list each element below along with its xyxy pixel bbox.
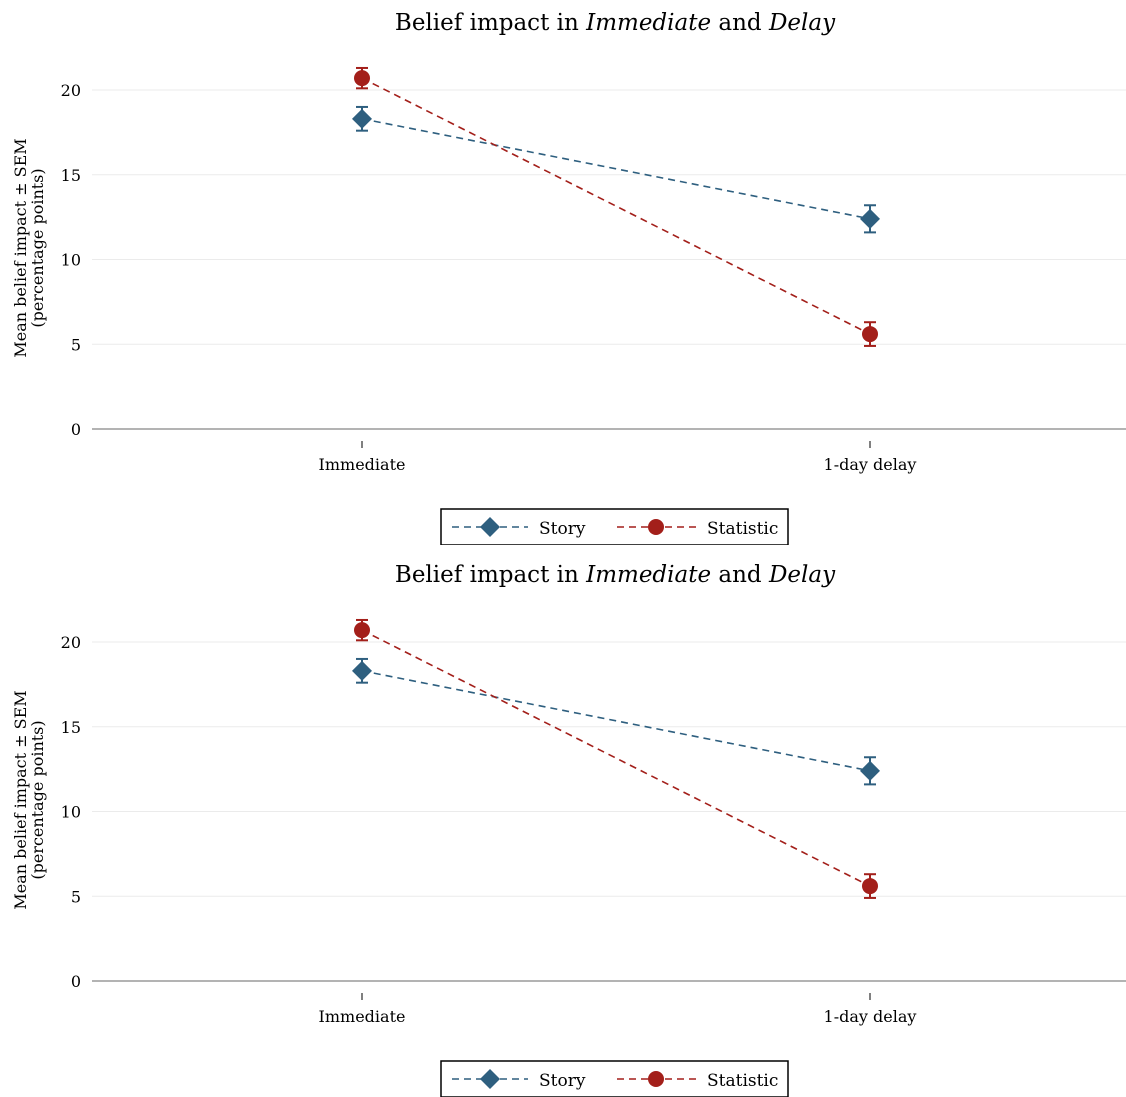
chart-title: Belief impact in Immediate and Delay: [395, 562, 836, 588]
series-line-1: [361, 77, 871, 335]
title-part: Delay: [768, 10, 836, 36]
series-line-0: [361, 118, 871, 220]
chart-panel-bottom: Belief impact in Immediate and Delay 0 5 10…: [0, 552, 1126, 1097]
x-tick-label: Immediate: [319, 1007, 406, 1026]
x-tick-label: 1-day delay: [824, 455, 917, 474]
y-tick-label: 10: [61, 803, 81, 822]
legend-marker-circle: [648, 1071, 664, 1087]
y-tick-label: 5: [71, 887, 81, 906]
data-point-diamond: [352, 108, 372, 129]
y-axis-label: Mean belief impact ± SEM(percentage poin…: [11, 138, 47, 357]
y-tick-label: 20: [61, 633, 81, 652]
y-axis-label: Mean belief impact ± SEM(percentage poin…: [11, 690, 47, 909]
data-point-circle: [354, 622, 370, 639]
y-axis-label-line: (percentage points): [28, 720, 47, 879]
title-part: Immediate: [585, 10, 711, 36]
legend-label-story: Story: [539, 519, 586, 539]
legend-marker-circle: [648, 519, 664, 535]
title-part: Delay: [768, 562, 836, 588]
y-axis-label-line: Mean belief impact ± SEM: [11, 138, 30, 357]
title-part: Belief impact in: [395, 562, 586, 588]
title-part: and: [711, 10, 769, 36]
y-tick-label: 15: [61, 718, 81, 737]
y-tick-label: 10: [61, 251, 81, 270]
series-line-0: [361, 670, 871, 772]
title-part: and: [711, 562, 769, 588]
y-axis-label-line: Mean belief impact ± SEM: [11, 690, 30, 909]
x-tick-label: 1-day delay: [824, 1007, 917, 1026]
title-part: Immediate: [585, 562, 711, 588]
series-line-1: [361, 629, 871, 887]
y-tick-label: 0: [71, 972, 81, 991]
x-tick-label: Immediate: [319, 455, 406, 474]
data-point-circle: [354, 70, 370, 87]
y-tick-label: 15: [61, 166, 81, 185]
chart-panel-top: Belief impact in Immediate and Delay 0 5 10…: [0, 0, 1126, 545]
y-tick-label: 20: [61, 81, 81, 100]
data-point-diamond: [352, 660, 372, 681]
legend-marker-diamond: [480, 1069, 500, 1089]
title-part: Belief impact in: [395, 10, 586, 36]
y-tick-label: 0: [71, 420, 81, 439]
data-point-circle: [862, 878, 878, 895]
data-point-diamond: [860, 760, 880, 781]
legend-label-statistic: Statistic: [707, 519, 778, 539]
legend-label-story: Story: [539, 1071, 586, 1091]
y-tick-label: 5: [71, 335, 81, 354]
data-point-diamond: [860, 208, 880, 229]
line-chart-top: Belief impact in Immediate and Delay 0 5 10…: [11, 10, 1126, 545]
y-axis-label-line: (percentage points): [28, 168, 47, 327]
data-point-circle: [862, 326, 878, 343]
line-chart-bottom: Belief impact in Immediate and Delay 0 5 10…: [11, 562, 1126, 1097]
legend-label-statistic: Statistic: [707, 1071, 778, 1091]
legend-marker-diamond: [480, 517, 500, 537]
chart-title: Belief impact in Immediate and Delay: [395, 10, 836, 36]
